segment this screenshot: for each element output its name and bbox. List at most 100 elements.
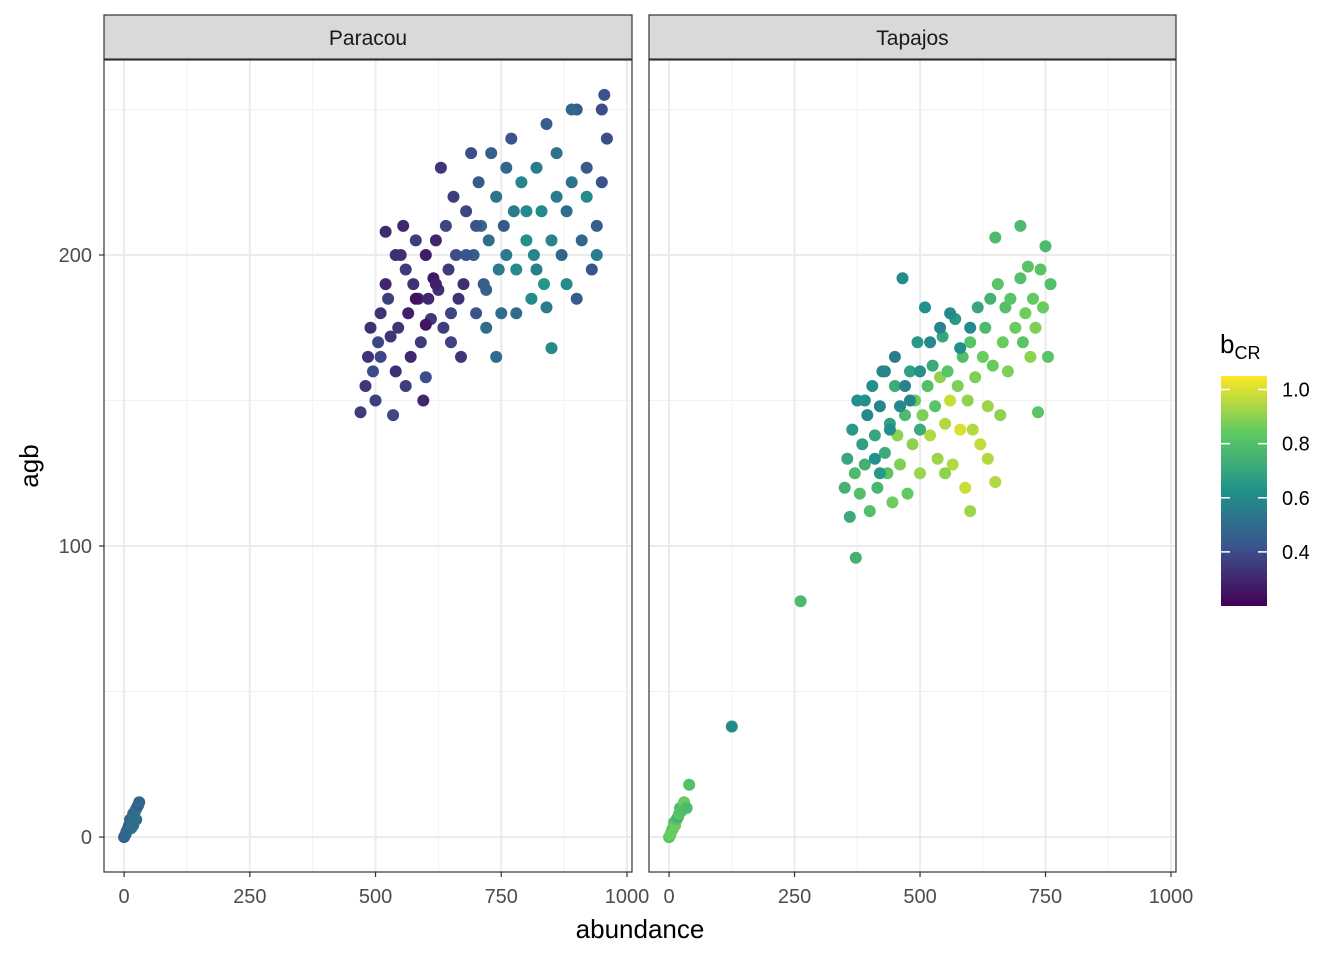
panel-tapajos: Tapajos 0 250 500 750 1000	[648, 14, 1194, 908]
x-tick-label: 250	[233, 886, 266, 908]
data-point	[480, 283, 493, 296]
legend-tick-label: 1.0	[1282, 380, 1310, 402]
data-point	[555, 249, 568, 261]
data-point	[399, 380, 412, 392]
x-tick-label: 0	[664, 886, 675, 908]
panel-border	[103, 59, 633, 873]
facet-label: Tapajos	[876, 27, 948, 50]
data-point	[871, 481, 884, 494]
data-point	[550, 147, 563, 160]
data-point	[384, 330, 397, 343]
data-point	[989, 476, 1002, 488]
x-tick-label: 1000	[605, 886, 650, 908]
data-point	[964, 321, 977, 334]
data-point	[374, 350, 387, 363]
data-point	[500, 249, 513, 261]
data-point	[868, 429, 881, 442]
data-point	[863, 505, 876, 518]
data-point	[540, 118, 553, 130]
data-point	[878, 446, 891, 459]
data-point	[858, 458, 871, 471]
data-point	[899, 380, 911, 392]
data-point	[866, 380, 879, 392]
data-point	[1024, 350, 1037, 363]
data-point	[364, 321, 377, 334]
data-point	[585, 263, 598, 276]
data-point	[1029, 321, 1042, 334]
data-point	[492, 263, 505, 276]
data-point	[994, 409, 1007, 422]
legend-title-sub: CR	[1234, 343, 1260, 363]
data-point	[858, 394, 871, 407]
data-point	[904, 394, 916, 407]
data-point	[565, 176, 578, 189]
data-point	[878, 365, 891, 378]
data-point	[1027, 292, 1039, 305]
legend-tick-label: 0.4	[1282, 542, 1310, 564]
data-point	[450, 249, 462, 261]
x-tick-label: 1000	[1149, 886, 1194, 908]
data-point	[409, 234, 422, 247]
data-point	[127, 819, 140, 832]
data-point	[896, 272, 909, 285]
data-point	[535, 205, 548, 218]
data-point	[979, 321, 992, 334]
data-point	[495, 307, 508, 320]
data-point	[916, 409, 929, 422]
data-point	[367, 365, 379, 378]
data-point	[550, 190, 563, 203]
data-point	[452, 292, 465, 305]
data-point	[465, 147, 478, 160]
data-point	[447, 190, 460, 203]
data-point	[946, 458, 959, 471]
data-point	[404, 350, 417, 363]
data-point	[565, 103, 578, 116]
data-point	[888, 350, 901, 363]
data-point	[560, 205, 573, 218]
data-point	[500, 161, 513, 174]
color-legend: bCR 0.4 0.6 0.8 1.0	[1220, 329, 1310, 606]
data-point	[429, 278, 442, 291]
data-point	[921, 380, 934, 392]
legend-title-main: b	[1220, 329, 1234, 359]
data-point	[1001, 365, 1014, 378]
y-axis-title: agb	[14, 444, 44, 487]
data-point	[540, 301, 553, 314]
data-point	[989, 231, 1002, 244]
legend-title: bCR	[1220, 329, 1260, 363]
data-point	[931, 452, 944, 465]
x-tick-label: 250	[778, 886, 811, 908]
data-point	[470, 307, 483, 320]
data-point	[560, 278, 573, 291]
data-point	[981, 400, 994, 413]
data-point	[600, 132, 613, 145]
points-tapajos	[663, 219, 1057, 844]
x-axis-title: abundance	[576, 914, 705, 944]
data-point	[971, 301, 984, 314]
data-point	[1014, 219, 1027, 232]
legend-colorbar	[1221, 376, 1267, 606]
data-point	[986, 359, 999, 372]
data-point	[392, 321, 405, 334]
data-point	[886, 496, 899, 509]
data-point	[894, 458, 906, 471]
data-point	[894, 400, 906, 413]
data-point	[861, 409, 874, 422]
data-point	[470, 219, 483, 232]
data-point	[914, 423, 926, 436]
data-point	[926, 359, 939, 372]
data-point	[1021, 260, 1034, 273]
data-point	[919, 301, 931, 314]
data-point	[959, 481, 972, 494]
x-tick-label: 0	[119, 886, 130, 908]
data-point	[1032, 406, 1044, 419]
data-point	[683, 778, 696, 791]
x-tick-label: 500	[359, 886, 392, 908]
data-point	[455, 350, 467, 363]
legend-ticks: 0.4 0.6 0.8 1.0	[1221, 380, 1310, 564]
data-point	[429, 234, 442, 247]
panel-border	[648, 59, 1177, 873]
data-point	[976, 350, 989, 363]
data-point	[1044, 278, 1057, 291]
data-point	[525, 292, 538, 305]
